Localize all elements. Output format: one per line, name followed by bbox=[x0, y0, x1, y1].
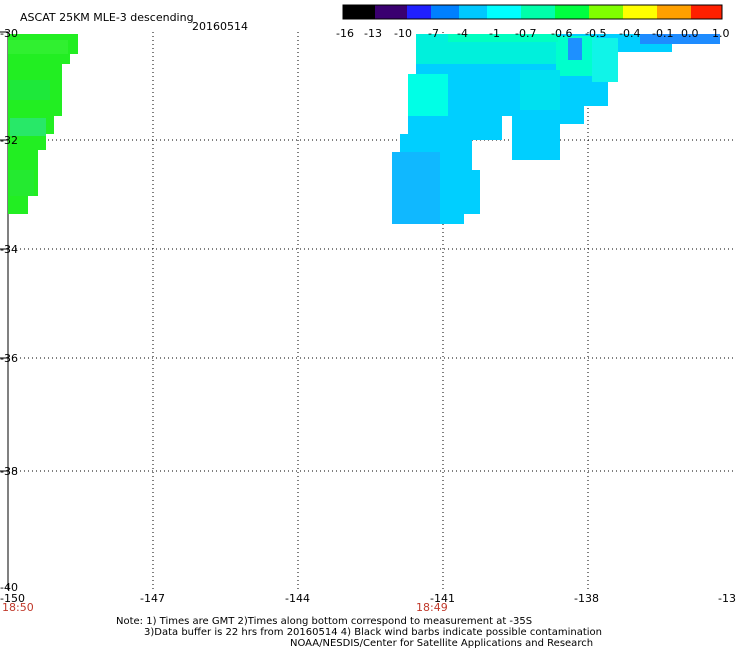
colorbar-tick: -0.6 bbox=[551, 27, 573, 40]
lat-label: -34 bbox=[0, 243, 18, 256]
date-label: 20160514 bbox=[192, 20, 248, 33]
note-line-3: NOAA/NESDIS/Center for Satellite Applica… bbox=[290, 638, 594, 649]
lon-label: -13 bbox=[718, 592, 736, 605]
swath-right bbox=[392, 34, 720, 224]
colorbar-tick: -1 bbox=[489, 27, 500, 40]
colorbar-tick: -13 bbox=[364, 27, 382, 40]
swath-left bbox=[8, 34, 78, 214]
note-line-1: Note: 1) Times are GMT 2)Times along bot… bbox=[116, 616, 533, 627]
colorbar-tick: -16 bbox=[336, 27, 354, 40]
lon-label: -144 bbox=[285, 592, 310, 605]
time-label-left: 18:50 bbox=[2, 601, 34, 614]
lat-ticks bbox=[0, 31, 8, 472]
lat-label: -40 bbox=[0, 581, 18, 594]
colorbar-tick: -0.1 bbox=[652, 27, 674, 40]
lon-label: -138 bbox=[574, 592, 599, 605]
time-label-mid: 18:49 bbox=[416, 601, 448, 614]
note-line-2: 3)Data buffer is 22 hrs from 20160514 4)… bbox=[144, 627, 602, 638]
colorbar-tick: -7 bbox=[428, 27, 439, 40]
colorbar-tick: -4 bbox=[457, 27, 468, 40]
colorbar-tick: -10 bbox=[394, 27, 412, 40]
colorbar-tick: 0.0 bbox=[681, 27, 699, 40]
colorbar-tick: -0.4 bbox=[619, 27, 641, 40]
lon-label: -147 bbox=[140, 592, 165, 605]
colorbar-tick: 1.0 bbox=[712, 27, 730, 40]
graticule bbox=[8, 32, 735, 590]
lat-label: -30 bbox=[0, 27, 18, 40]
lon-label: -141 bbox=[430, 592, 455, 605]
chart-title: ASCAT 25KM MLE-3 descending bbox=[20, 11, 194, 24]
colorbar bbox=[342, 4, 723, 20]
lat-label: -32 bbox=[0, 134, 18, 147]
colorbar-tick: -0.7 bbox=[515, 27, 537, 40]
colorbar-tick: -0.5 bbox=[585, 27, 607, 40]
lat-label: -36 bbox=[0, 352, 18, 365]
lon-label: -150 bbox=[0, 592, 25, 605]
lat-label: -38 bbox=[0, 465, 18, 478]
